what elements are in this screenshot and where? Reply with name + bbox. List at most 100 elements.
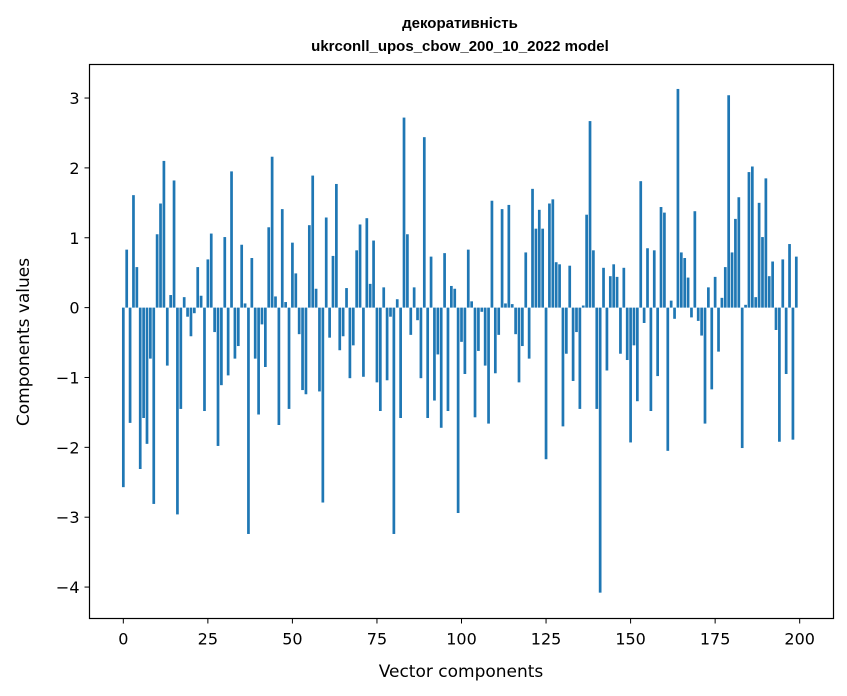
y-tick-label: 0 [69, 299, 79, 318]
bar [230, 171, 233, 308]
bar [747, 172, 751, 308]
bar [521, 307, 524, 347]
x-tick-label: 175 [700, 630, 731, 649]
chart-subtitle: ukrconll_upos_cbow_200_10_2022 model [311, 38, 609, 55]
bar [740, 307, 744, 449]
bar [121, 307, 125, 488]
bar [429, 256, 433, 308]
bar [744, 304, 747, 308]
bar [595, 307, 599, 409]
bar [761, 237, 764, 308]
bar [321, 307, 325, 503]
bar [125, 249, 129, 308]
x-axis-ticks: 0 25 50 75 100 125 150 175 200 [118, 618, 815, 649]
bar [331, 255, 335, 308]
bar [788, 244, 791, 308]
x-tick-label: 150 [615, 630, 646, 649]
bar [659, 207, 663, 308]
x-tick-label: 125 [531, 630, 562, 649]
x-tick-label: 25 [198, 630, 218, 649]
bar [422, 137, 426, 308]
bar [270, 156, 274, 308]
bar [416, 307, 419, 321]
bar [781, 259, 785, 308]
bar [443, 253, 446, 308]
bar [132, 195, 135, 308]
y-tick-label: −1 [56, 368, 80, 387]
bar [791, 307, 795, 440]
bar [220, 307, 223, 386]
bar [372, 240, 375, 308]
bar [730, 252, 734, 308]
bar [389, 307, 392, 317]
chart-title: декоративність [402, 15, 518, 32]
bar [608, 276, 612, 308]
y-axis-ticks: −4 −3 −2 −1 0 1 2 3 [56, 89, 90, 597]
bar [206, 259, 210, 308]
bar [311, 175, 315, 308]
bar [652, 250, 656, 308]
bar [774, 307, 778, 330]
bar [378, 307, 382, 412]
bar [754, 297, 758, 308]
bar [189, 307, 193, 337]
bar [568, 265, 572, 308]
bar [284, 302, 287, 308]
bar [713, 276, 717, 308]
bar [477, 307, 480, 351]
bar [771, 261, 774, 308]
bar [500, 209, 504, 308]
bar [757, 202, 761, 308]
bars-group [121, 88, 798, 593]
bar [693, 211, 697, 308]
bar [274, 296, 277, 308]
bar [541, 228, 545, 308]
bar [250, 258, 254, 308]
bar [348, 307, 352, 379]
bar [473, 307, 477, 418]
bar [615, 276, 619, 308]
bar [466, 249, 470, 308]
bar [375, 307, 379, 383]
bar [335, 183, 338, 308]
bar [307, 225, 311, 308]
bar [527, 307, 531, 359]
bar [226, 307, 230, 376]
bar [412, 287, 416, 308]
bar [636, 307, 639, 402]
x-axis-label: Vector components [379, 662, 544, 682]
bar [632, 307, 636, 346]
y-tick-label: 2 [69, 159, 79, 178]
bar [233, 307, 237, 359]
bar [622, 267, 626, 308]
bar [169, 295, 173, 308]
bar [683, 258, 687, 308]
bar [794, 256, 798, 308]
bar [362, 307, 365, 377]
bar [223, 237, 227, 308]
bar [382, 287, 386, 308]
bar [470, 301, 473, 308]
bar [368, 283, 372, 308]
bar [588, 121, 592, 308]
bar [666, 307, 670, 451]
bar [578, 307, 582, 409]
bar [152, 307, 156, 504]
bar [192, 307, 196, 314]
bar [243, 303, 247, 308]
bar [436, 307, 440, 355]
bar [267, 227, 271, 308]
bar [669, 300, 673, 308]
bar [703, 307, 707, 424]
bar [679, 252, 683, 308]
bar [534, 228, 538, 308]
y-axis-label: Components values [14, 258, 34, 426]
bar [537, 209, 541, 308]
bar [656, 307, 659, 377]
bar [172, 180, 176, 308]
bar [493, 307, 497, 374]
bar [490, 200, 494, 308]
bar [385, 307, 389, 381]
bar [720, 297, 724, 308]
